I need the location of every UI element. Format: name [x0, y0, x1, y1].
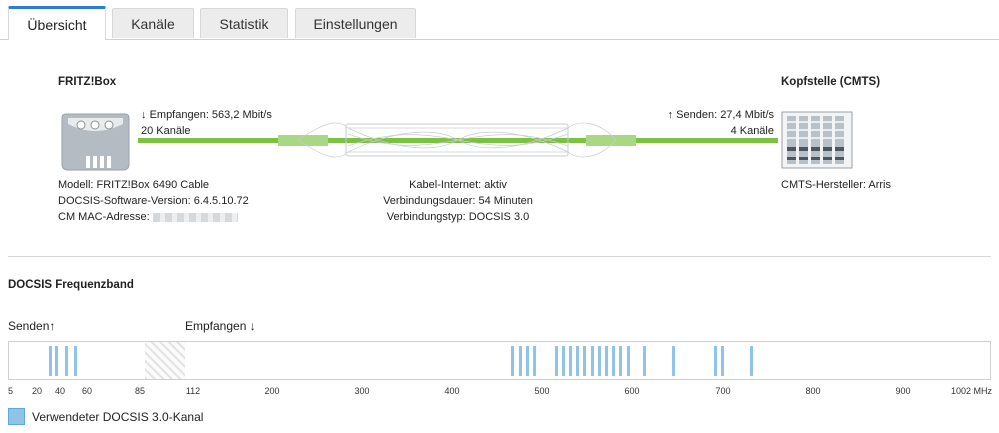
mac-info: CM MAC-Adresse: — [58, 211, 238, 223]
docsis-version-info: DOCSIS-Software-Version: 6.4.5.10.72 — [58, 195, 249, 207]
tick-label: 400 — [444, 386, 460, 396]
tick-label: 85 — [134, 386, 146, 396]
channel-container — [9, 342, 990, 379]
send-label-text: Senden — [8, 319, 50, 333]
connection-duration: Verbindungsdauer: 54 Minuten — [383, 195, 533, 207]
downstream-channel-bar — [583, 346, 587, 376]
tab-uebersicht[interactable]: Übersicht — [8, 6, 106, 40]
arrow-down-icon: ↓ — [249, 319, 256, 333]
guard-band — [145, 342, 185, 379]
legend-label: Verwendeter DOCSIS 3.0-Kanal — [32, 410, 204, 424]
fritzbox-router-icon — [61, 113, 130, 171]
arrow-down-icon: ↓ — [141, 109, 147, 121]
legend-swatch — [8, 408, 25, 425]
upstream-channel-bar — [65, 346, 69, 376]
rx-rate-text: Empfangen: 563,2 Mbit/s — [149, 109, 272, 121]
tick-label: 60 — [81, 386, 93, 396]
downstream-channel-bar — [612, 346, 616, 376]
rx-rate: ↓ Empfangen: 563,2 Mbit/s — [141, 109, 272, 121]
tx-rate-text: Senden: 27,4 Mbit/s — [676, 109, 774, 121]
rx-channels: 20 Kanäle — [141, 125, 191, 137]
tick-label: 40 — [54, 386, 66, 396]
tick-label: 300 — [354, 386, 370, 396]
receive-label-text: Empfangen — [185, 319, 247, 333]
connection-type: Verbindungstyp: DOCSIS 3.0 — [386, 211, 530, 223]
cable-connection-graphic — [138, 122, 778, 158]
tab-statistik[interactable]: Statistik — [200, 8, 288, 38]
downstream-channel-bar — [642, 346, 646, 376]
cmts-server-icon — [781, 111, 853, 169]
upstream-channel-bar — [73, 346, 77, 376]
mac-redacted — [152, 212, 238, 222]
arrow-up-icon: ↑ — [667, 109, 674, 121]
downstream-channel-bar — [605, 346, 608, 376]
upstream-channel-bar — [48, 346, 52, 376]
tab-einstellungen[interactable]: Einstellungen — [295, 8, 416, 38]
tab-bar: Übersicht Kanäle Statistik Einstellungen — [0, 0, 999, 40]
downstream-channel-bar — [590, 346, 594, 376]
tx-channels: 4 Kanäle — [730, 125, 774, 137]
downstream-channel-bar — [750, 346, 753, 376]
downstream-channel-bar — [576, 346, 580, 376]
tick-label: 112 — [185, 386, 201, 396]
frequency-band-chart — [8, 341, 991, 380]
downstream-channel-bar — [619, 346, 623, 376]
tick-label: 1002 MHz — [951, 386, 993, 396]
mac-label: CM MAC-Adresse: — [58, 211, 150, 223]
fritzbox-title: FRITZ!Box — [58, 76, 117, 88]
tick-label: 700 — [715, 386, 731, 396]
section-divider — [8, 256, 991, 257]
tick-label: 900 — [895, 386, 911, 396]
tick-label: 200 — [264, 386, 280, 396]
downstream-channel-bar — [561, 346, 565, 376]
downstream-channel-bar — [721, 346, 725, 376]
receive-label: Empfangen ↓ — [185, 319, 256, 333]
tab-kanaele[interactable]: Kanäle — [112, 8, 194, 38]
model-info: Modell: FRITZ!Box 6490 Cable — [58, 179, 210, 191]
downstream-channel-bar — [626, 346, 630, 376]
downstream-channel-bar — [525, 346, 529, 376]
tick-label: 600 — [624, 386, 640, 396]
downstream-channel-bar — [569, 346, 572, 376]
tx-rate: ↑ Senden: 27,4 Mbit/s — [668, 109, 774, 121]
upstream-channel-bar — [55, 346, 59, 376]
downstream-channel-bar — [672, 346, 675, 376]
frequency-band-title: DOCSIS Frequenzband — [8, 279, 134, 291]
tick-label: 5 — [8, 386, 14, 396]
send-label: Senden↑ — [8, 319, 55, 333]
tick-label: 20 — [31, 386, 43, 396]
downstream-channel-bar — [518, 346, 522, 376]
tick-label: 800 — [805, 386, 821, 396]
connection-status: Kabel-Internet: aktiv — [409, 179, 507, 191]
downstream-channel-bar — [713, 346, 717, 376]
downstream-channel-bar — [597, 346, 601, 376]
downstream-channel-bar — [533, 346, 536, 376]
downstream-channel-bar — [554, 346, 558, 376]
cmts-manufacturer: CMTS-Hersteller: Arris — [781, 179, 892, 191]
cmts-title: Kopfstelle (CMTS) — [781, 76, 881, 88]
downstream-channel-bar — [511, 346, 515, 376]
tick-label: 500 — [534, 386, 550, 396]
arrow-up-icon: ↑ — [49, 319, 56, 333]
